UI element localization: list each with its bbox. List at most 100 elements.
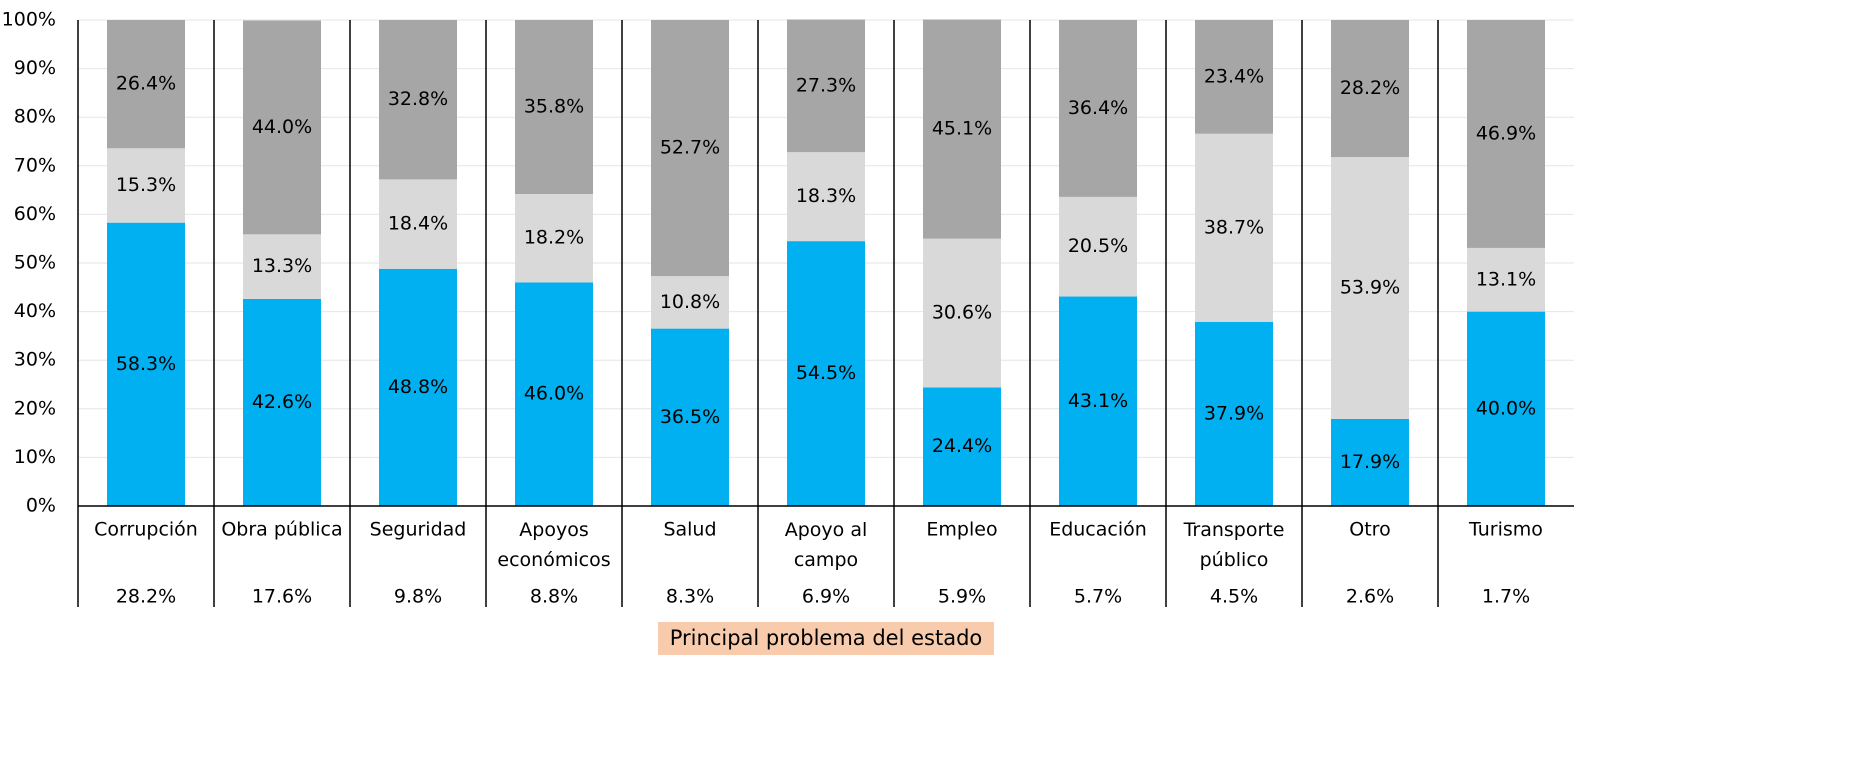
x-tick-label: Obra pública (221, 519, 342, 541)
data-label: 27.3% (796, 74, 856, 96)
bar-segment (1059, 196, 1137, 297)
bar-segment (1331, 419, 1409, 506)
bar-segment (1059, 20, 1137, 197)
share-label: 8.8% (530, 586, 578, 608)
share-label: 17.6% (252, 586, 312, 608)
label-line: campo (794, 549, 858, 571)
data-label: 10.8% (660, 291, 720, 313)
y-tick-label: 10% (14, 446, 56, 468)
label-line: Apoyo al (785, 519, 868, 541)
share-label: 2.6% (1346, 586, 1394, 608)
data-label: 28.2% (1340, 77, 1400, 99)
y-tick-label: 20% (14, 397, 56, 419)
x-tick-label: Seguridad (370, 519, 467, 541)
share-label: 28.2% (116, 586, 176, 608)
x-tick-label: Apoyos económicos (497, 519, 610, 571)
data-label: 53.9% (1340, 277, 1400, 299)
bar-segment (923, 19, 1001, 239)
bar-segment (787, 152, 865, 242)
bar-segment (107, 20, 185, 149)
y-tick-label: 40% (14, 300, 56, 322)
y-tick-label: 50% (14, 252, 56, 274)
data-label: 13.1% (1476, 268, 1536, 290)
bar-segment (651, 328, 729, 506)
share-label: 9.8% (394, 586, 442, 608)
bar-segment (379, 268, 457, 506)
bar-segment (787, 19, 865, 153)
y-tick-label: 80% (14, 106, 56, 128)
x-tick-label: Apoyo al campo (785, 519, 868, 571)
share-label: 5.7% (1074, 586, 1122, 608)
data-label: 38.7% (1204, 216, 1264, 238)
data-label: 18.2% (524, 227, 584, 249)
data-label: 43.1% (1068, 390, 1128, 412)
bar-segment (651, 20, 729, 277)
bar-segment (515, 193, 593, 283)
y-tick-label: 30% (14, 349, 56, 371)
x-tick-label: Turismo (1468, 519, 1543, 541)
bar-segment (107, 148, 185, 223)
bar-segment (1331, 157, 1409, 420)
data-label: 35.8% (524, 95, 584, 117)
x-tick-label: Educación (1049, 519, 1147, 541)
bar-segment (1195, 321, 1273, 506)
y-tick-label: 70% (14, 154, 56, 176)
bar-segment (243, 298, 321, 506)
x-tick-label: Salud (663, 519, 716, 541)
data-label: 24.4% (932, 435, 992, 457)
x-tick-label: Transporte público (1183, 519, 1285, 571)
bar-segment (1195, 133, 1273, 322)
x-axis-title: Principal problema del estado (670, 626, 983, 650)
y-tick-label: 100% (2, 9, 56, 31)
bar-segment (923, 387, 1001, 506)
data-label: 52.7% (660, 137, 720, 159)
data-label: 48.8% (388, 376, 448, 398)
bar-segment (1331, 20, 1409, 158)
y-tick-label: 0% (26, 495, 56, 517)
x-label-bg (658, 622, 994, 655)
data-label: 37.9% (1204, 402, 1264, 424)
data-label: 36.5% (660, 406, 720, 428)
bar-segment (1467, 20, 1545, 248)
data-label: 45.1% (932, 118, 992, 140)
bar-segment (923, 238, 1001, 388)
data-label: 46.0% (524, 383, 584, 405)
share-label: 1.7% (1482, 586, 1530, 608)
bar-segment (787, 241, 865, 506)
share-label: 4.5% (1210, 586, 1258, 608)
data-label: 44.0% (252, 116, 312, 138)
label-line: económicos (497, 549, 610, 571)
data-label: 46.9% (1476, 122, 1536, 144)
bar-segment (1059, 296, 1137, 506)
data-label: 58.3% (116, 353, 176, 375)
bar-segment (379, 179, 457, 269)
data-label: 26.4% (116, 73, 176, 95)
data-label: 23.4% (1204, 65, 1264, 87)
label-line: Apoyos (519, 519, 588, 541)
bar-segment (1467, 247, 1545, 312)
data-label: 42.6% (252, 391, 312, 413)
data-label: 54.5% (796, 362, 856, 384)
bar-segment (243, 20, 321, 235)
share-label: 8.3% (666, 586, 714, 608)
y-tick-label: 60% (14, 203, 56, 225)
data-label: 17.9% (1340, 451, 1400, 473)
data-label: 20.5% (1068, 235, 1128, 257)
data-label: 32.8% (388, 88, 448, 110)
data-label: 18.4% (388, 213, 448, 235)
x-tick-label: Corrupción (94, 519, 198, 541)
bar-segment (243, 234, 321, 299)
share-label: 6.9% (802, 586, 850, 608)
data-label: 18.3% (796, 185, 856, 207)
bar-segment (515, 282, 593, 506)
label-line: público (1200, 549, 1269, 571)
share-label: 5.9% (938, 586, 986, 608)
bar-segment (1467, 311, 1545, 506)
bar-segment (1195, 20, 1273, 134)
bar-segment (379, 20, 457, 180)
data-label: 15.3% (116, 174, 176, 196)
data-label: 40.0% (1476, 397, 1536, 419)
bar-segment (515, 20, 593, 194)
data-label: 13.3% (252, 255, 312, 277)
